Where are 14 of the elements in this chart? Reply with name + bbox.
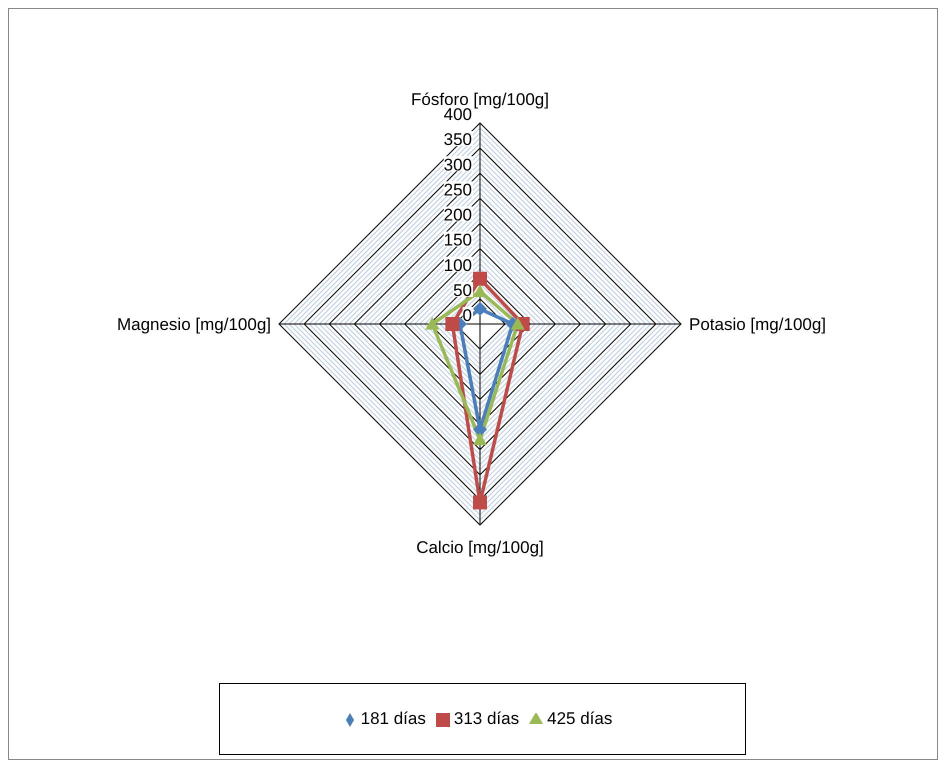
legend-label: 181 días bbox=[360, 709, 426, 728]
y-tick-label: 0 bbox=[462, 306, 472, 325]
y-tick-label: 250 bbox=[444, 180, 472, 200]
spoke-label: Potasio [mg/100g] bbox=[689, 315, 826, 334]
y-tick-label: 200 bbox=[444, 206, 472, 224]
y-tick-label: 50 bbox=[453, 280, 472, 300]
legend-label: 425 días bbox=[547, 709, 612, 728]
legend-label: 313 días bbox=[454, 709, 520, 728]
y-tick-label: 100 bbox=[444, 256, 472, 275]
y-tick-label: 350 bbox=[444, 130, 472, 150]
spoke-label: Magnesio [mg/100g] bbox=[116, 315, 271, 334]
y-tick-label: 300 bbox=[444, 155, 472, 174]
spoke-label: Calcio [mg/100g] bbox=[416, 538, 544, 557]
y-tick-label: 150 bbox=[444, 230, 472, 250]
